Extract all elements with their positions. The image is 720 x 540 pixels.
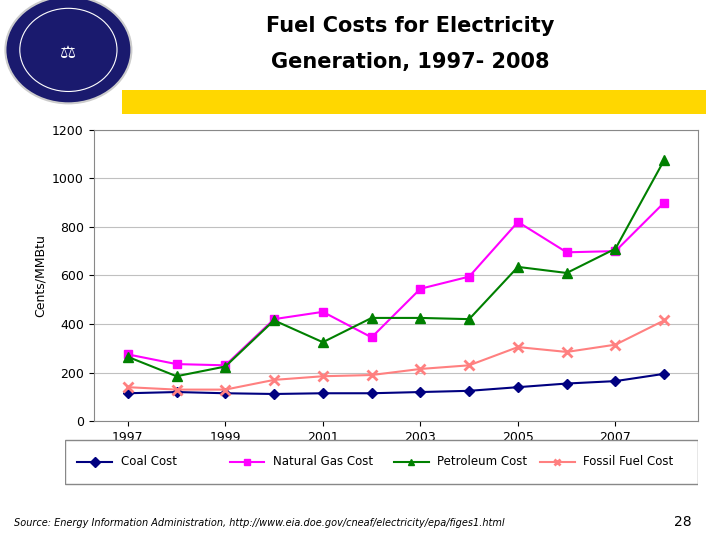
Petroleum Cost xyxy=(513,264,522,270)
Natural Gas Cost xyxy=(270,316,279,322)
Fossil Fuel Cost xyxy=(221,387,230,393)
Coal Cost xyxy=(513,384,522,390)
Fossil Fuel Cost xyxy=(660,317,669,323)
Text: Fossil Fuel Cost: Fossil Fuel Cost xyxy=(583,455,673,468)
Text: ⚖: ⚖ xyxy=(60,44,76,63)
Natural Gas Cost xyxy=(367,334,376,341)
Fossil Fuel Cost xyxy=(367,372,376,378)
Fossil Fuel Cost xyxy=(416,366,425,372)
Text: 28: 28 xyxy=(674,516,691,530)
Natural Gas Cost xyxy=(611,248,620,254)
Petroleum Cost xyxy=(660,157,669,163)
Fossil Fuel Cost xyxy=(270,377,279,383)
Text: Natural Gas Cost: Natural Gas Cost xyxy=(273,455,373,468)
Natural Gas Cost xyxy=(172,361,181,367)
Coal Cost xyxy=(416,389,425,395)
Line: Fossil Fuel Cost: Fossil Fuel Cost xyxy=(123,315,669,395)
Natural Gas Cost xyxy=(123,351,132,357)
Coal Cost xyxy=(318,390,327,396)
Coal Cost xyxy=(465,388,474,394)
Y-axis label: Cents/MMBtu: Cents/MMBtu xyxy=(33,234,47,317)
Petroleum Cost xyxy=(611,245,620,252)
Fossil Fuel Cost xyxy=(611,341,620,348)
Petroleum Cost xyxy=(221,363,230,370)
Natural Gas Cost xyxy=(416,286,425,292)
Fossil Fuel Cost xyxy=(465,362,474,368)
Petroleum Cost xyxy=(367,315,376,321)
Coal Cost xyxy=(221,390,230,396)
Natural Gas Cost xyxy=(660,199,669,206)
FancyBboxPatch shape xyxy=(122,90,706,114)
Natural Gas Cost xyxy=(465,273,474,280)
Natural Gas Cost xyxy=(513,219,522,225)
Fossil Fuel Cost xyxy=(318,373,327,380)
Ellipse shape xyxy=(6,0,132,103)
Text: Coal Cost: Coal Cost xyxy=(120,455,176,468)
Petroleum Cost xyxy=(123,354,132,360)
Coal Cost xyxy=(172,389,181,395)
Petroleum Cost xyxy=(416,315,425,321)
Fossil Fuel Cost xyxy=(172,387,181,393)
Petroleum Cost xyxy=(318,339,327,346)
Line: Coal Cost: Coal Cost xyxy=(125,370,667,397)
Text: Petroleum Cost: Petroleum Cost xyxy=(437,455,528,468)
Coal Cost xyxy=(367,390,376,396)
Coal Cost xyxy=(270,391,279,397)
Coal Cost xyxy=(660,370,669,377)
Natural Gas Cost xyxy=(562,249,571,255)
Fossil Fuel Cost xyxy=(513,344,522,350)
Line: Petroleum Cost: Petroleum Cost xyxy=(123,155,669,381)
Fossil Fuel Cost xyxy=(562,349,571,355)
Text: Fuel Costs for Electricity: Fuel Costs for Electricity xyxy=(266,16,554,36)
Natural Gas Cost xyxy=(318,309,327,315)
Coal Cost xyxy=(562,380,571,387)
Coal Cost xyxy=(611,378,620,384)
FancyBboxPatch shape xyxy=(65,440,698,484)
Text: Generation, 1997- 2008: Generation, 1997- 2008 xyxy=(271,52,549,72)
Petroleum Cost xyxy=(562,270,571,276)
Natural Gas Cost xyxy=(221,362,230,368)
Fossil Fuel Cost xyxy=(123,384,132,390)
Petroleum Cost xyxy=(270,317,279,323)
Text: Source: Energy Information Administration, http://www.eia.doe.gov/cneaf/electric: Source: Energy Information Administratio… xyxy=(14,518,505,529)
Petroleum Cost xyxy=(172,373,181,380)
Line: Natural Gas Cost: Natural Gas Cost xyxy=(124,198,668,369)
Coal Cost xyxy=(123,390,132,396)
Petroleum Cost xyxy=(465,316,474,322)
